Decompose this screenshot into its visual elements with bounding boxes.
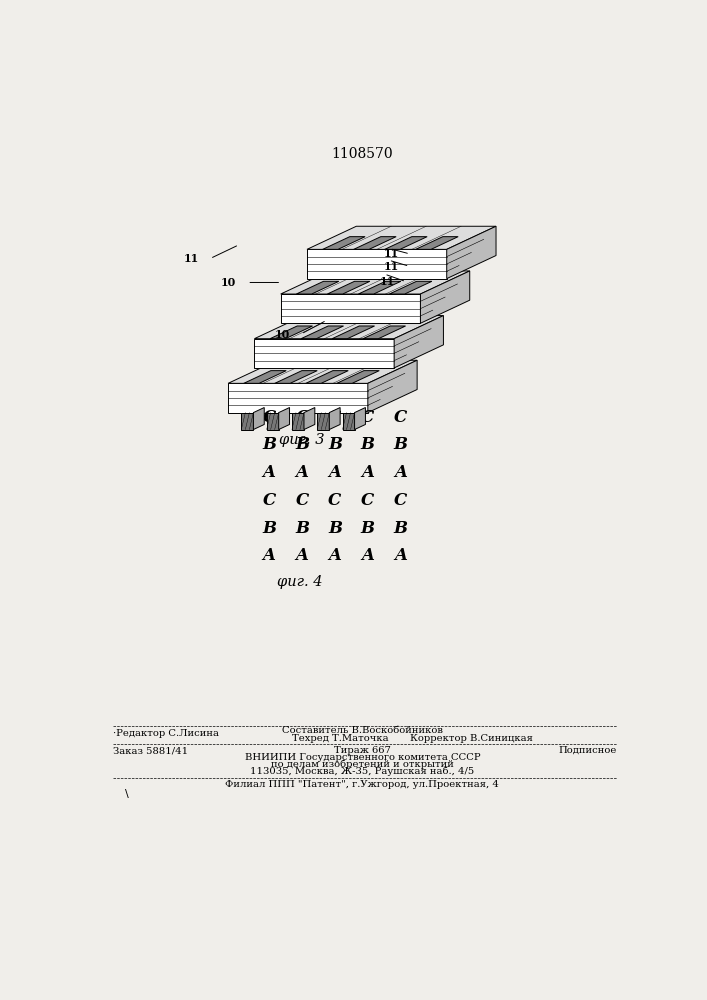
Polygon shape [267,413,279,430]
Polygon shape [307,226,496,249]
Polygon shape [292,413,304,430]
Text: A: A [361,547,374,564]
Text: B: B [328,436,342,453]
Polygon shape [329,408,340,430]
Polygon shape [253,408,264,430]
Text: 11: 11 [383,261,399,272]
Text: C: C [262,409,276,426]
Text: Техред Т.Маточка: Техред Т.Маточка [292,734,389,743]
Text: C: C [296,492,309,509]
Text: A: A [296,464,308,481]
Polygon shape [281,271,469,294]
Text: C: C [328,409,341,426]
Text: C: C [296,409,309,426]
Text: A: A [361,464,374,481]
Polygon shape [390,281,432,294]
Polygon shape [421,271,469,323]
Polygon shape [447,226,496,279]
Polygon shape [332,326,375,339]
Text: A: A [329,464,341,481]
Text: 10: 10 [221,277,236,288]
Polygon shape [416,237,458,249]
Text: 113035, Москва, Ж-35, Раушская наб., 4/5: 113035, Москва, Ж-35, Раушская наб., 4/5 [250,767,474,776]
Text: φиг. 3: φиг. 3 [279,433,325,447]
Text: A: A [263,547,276,564]
Text: C: C [361,492,375,509]
Polygon shape [342,413,355,430]
Text: C: C [328,492,341,509]
Text: φиг. 4: φиг. 4 [276,575,322,589]
Polygon shape [296,281,339,294]
Polygon shape [281,294,421,323]
Polygon shape [307,249,447,279]
Polygon shape [279,408,290,430]
Polygon shape [354,237,396,249]
Polygon shape [301,326,344,339]
Text: B: B [394,520,408,537]
Text: B: B [328,520,342,537]
Polygon shape [270,326,312,339]
Polygon shape [327,281,370,294]
Polygon shape [241,413,253,430]
Text: C: C [361,409,375,426]
Text: 1108570: 1108570 [332,147,393,161]
Text: Корректор В.Синицкая: Корректор В.Синицкая [411,734,533,743]
Text: C: C [394,492,407,509]
Polygon shape [385,237,427,249]
Text: B: B [361,520,375,537]
Text: B: B [262,436,276,453]
Polygon shape [228,383,368,413]
Text: Составитель В.Воскобойников: Составитель В.Воскобойников [282,726,443,735]
Text: Филиал ППП "Патент", г.Ужгород, ул.Проектная, 4: Филиал ППП "Патент", г.Ужгород, ул.Проек… [226,780,499,789]
Text: A: A [395,464,407,481]
Text: ·Редактор С.Лисина: ·Редактор С.Лисина [113,729,219,738]
Text: 11: 11 [184,253,199,264]
Polygon shape [255,316,443,339]
Text: A: A [395,547,407,564]
Text: Тираж 667: Тираж 667 [334,746,391,755]
Text: A: A [296,547,308,564]
Text: B: B [262,520,276,537]
Polygon shape [304,408,315,430]
Polygon shape [337,371,379,383]
Polygon shape [394,316,443,368]
Text: 10: 10 [275,329,290,340]
Text: B: B [295,436,309,453]
Polygon shape [363,326,406,339]
Polygon shape [275,371,317,383]
Polygon shape [317,413,329,430]
Text: B: B [361,436,375,453]
Text: Подписное: Подписное [559,746,617,755]
Text: по делам изобретений и открытий: по делам изобретений и открытий [271,760,454,769]
Polygon shape [355,408,366,430]
Text: Заказ 5881/41: Заказ 5881/41 [113,746,188,755]
Text: A: A [329,547,341,564]
Text: C: C [262,492,276,509]
Text: C: C [394,409,407,426]
Polygon shape [255,339,394,368]
Polygon shape [228,360,417,383]
Text: 11: 11 [384,248,399,259]
Polygon shape [358,281,401,294]
Polygon shape [322,237,365,249]
Text: 11: 11 [380,276,395,287]
Polygon shape [306,371,349,383]
Text: ВНИИПИ Государственного комитета СССР: ВНИИПИ Государственного комитета СССР [245,753,480,762]
Text: B: B [394,436,408,453]
Text: B: B [295,520,309,537]
Text: \: \ [125,789,129,799]
Text: A: A [263,464,276,481]
Polygon shape [368,360,417,413]
Polygon shape [244,371,286,383]
